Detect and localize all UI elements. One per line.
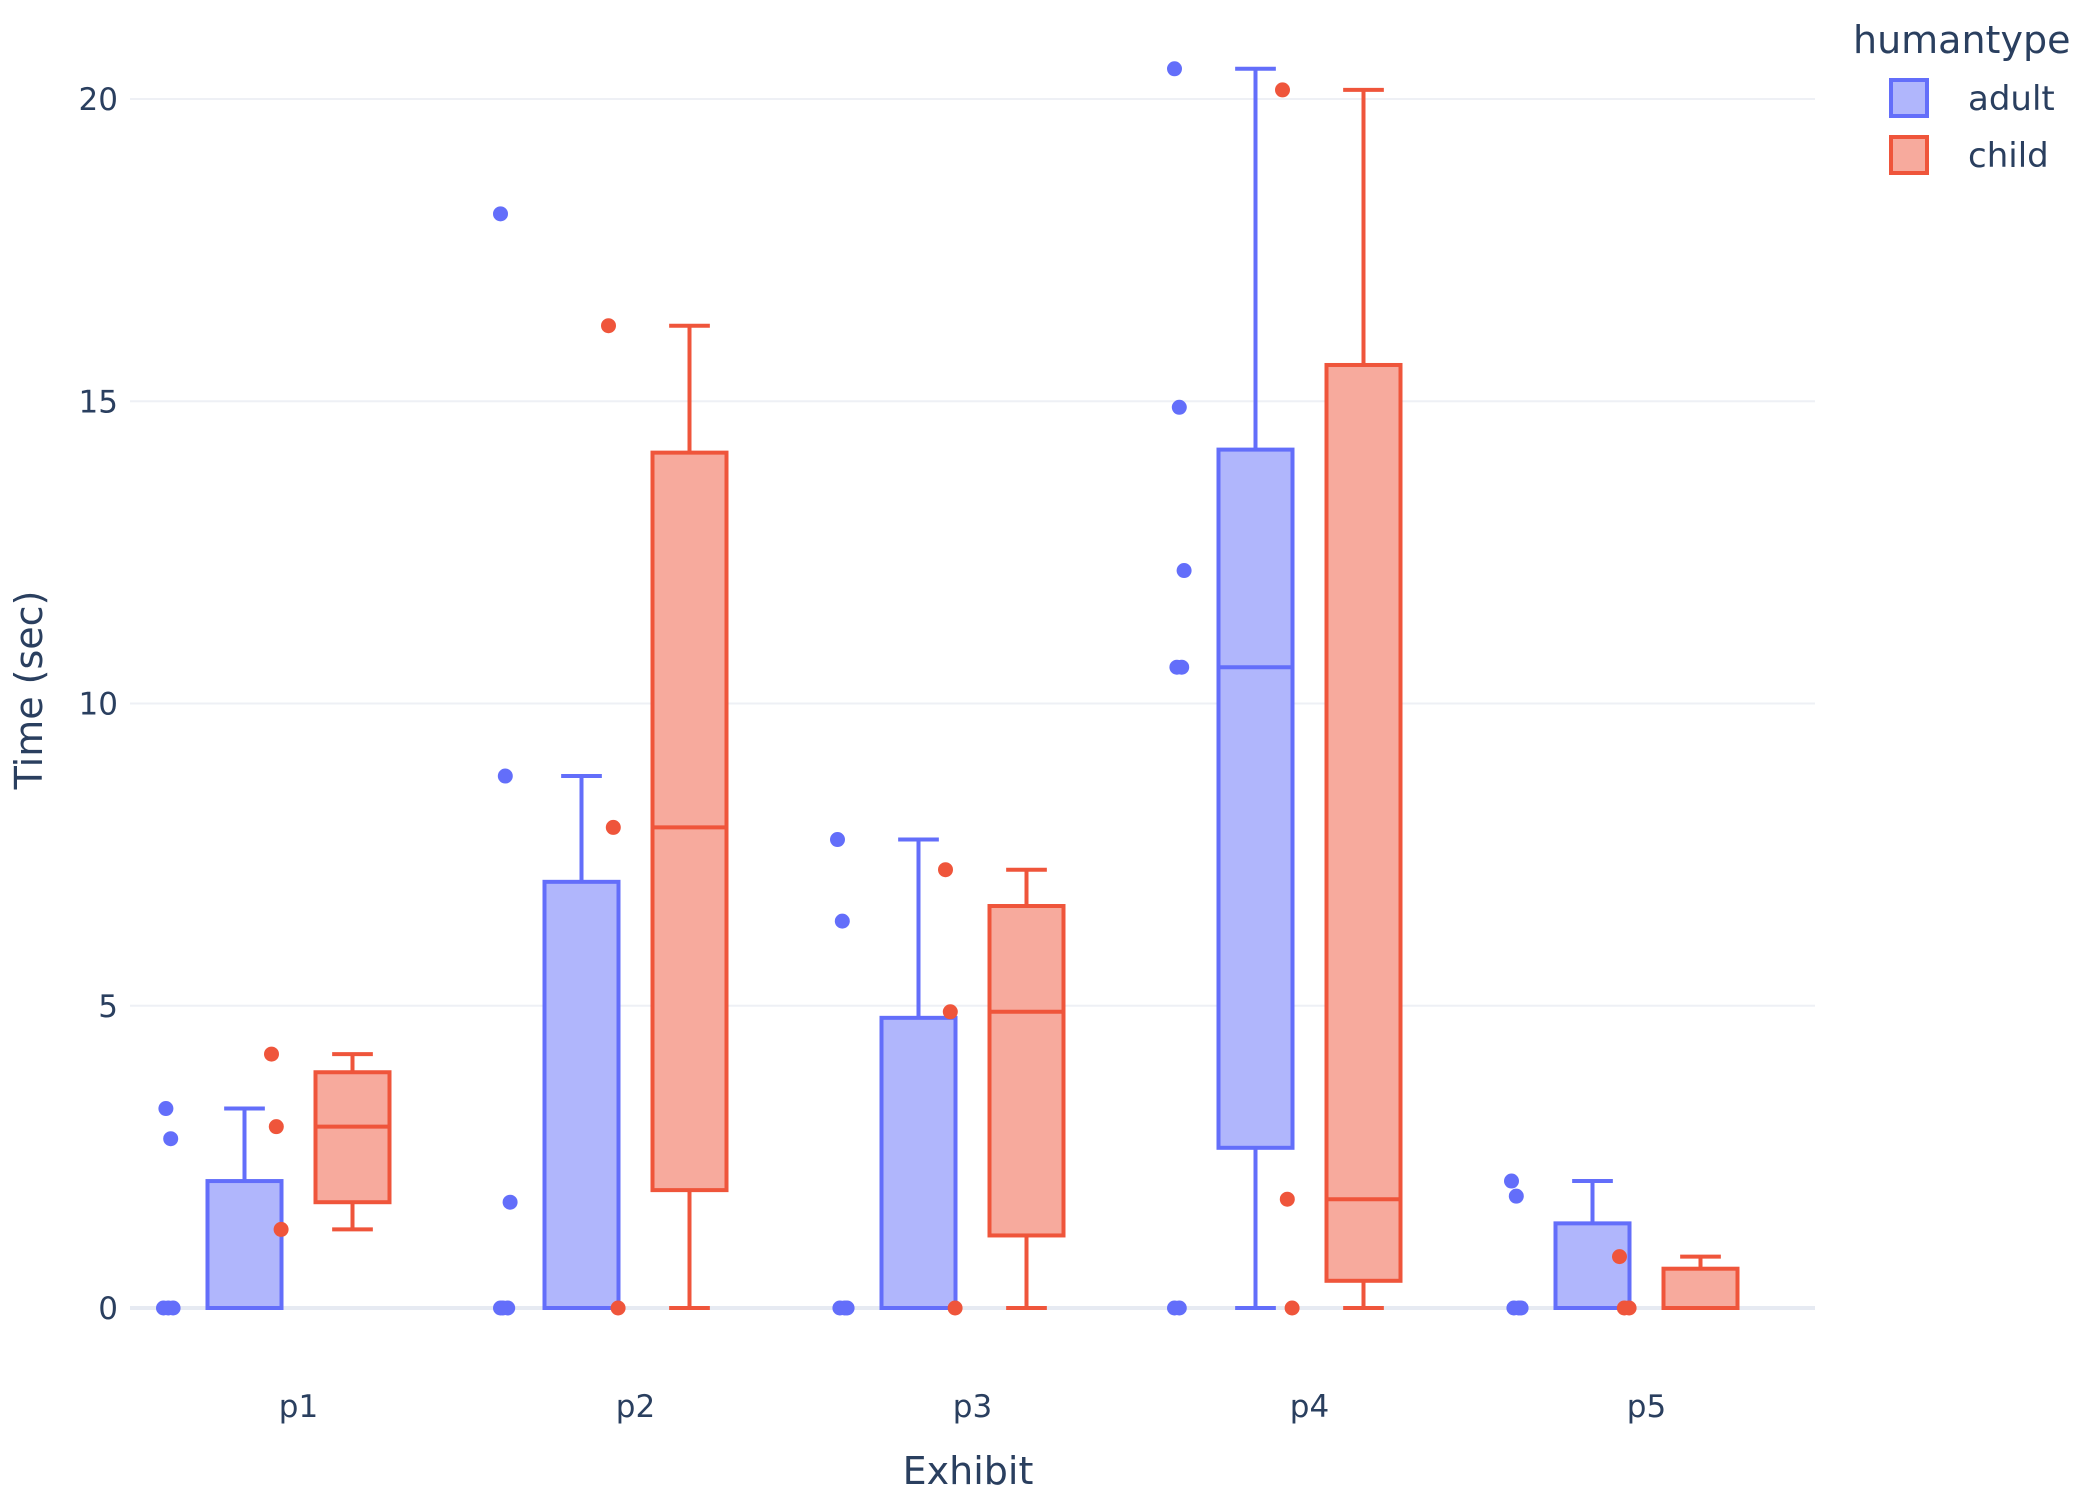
- x-tick-label: p4: [1290, 1389, 1329, 1425]
- legend-label-adult: adult: [1968, 79, 2055, 119]
- y-tick-label: 20: [79, 82, 118, 118]
- x-tick-label: p2: [616, 1389, 655, 1425]
- data-point: [158, 1101, 174, 1117]
- data-point: [1508, 1188, 1524, 1204]
- x-axis-ticks: p1 p2 p3 p4 p5: [279, 1389, 1666, 1425]
- data-point: [268, 1119, 284, 1135]
- data-point: [1284, 1300, 1300, 1316]
- data-point: [163, 1131, 179, 1147]
- data-point: [273, 1221, 289, 1237]
- data-point: [1275, 82, 1290, 98]
- legend-swatch-adult: [1889, 78, 1929, 118]
- y-tick-label: 0: [98, 1291, 118, 1327]
- data-point: [1511, 1300, 1527, 1316]
- data-point: [837, 1300, 853, 1316]
- data-point: [947, 1300, 963, 1316]
- y-gridlines: [130, 98, 1815, 1310]
- data-point: [493, 206, 508, 222]
- data-point: [502, 1194, 518, 1210]
- box-iqr: [1324, 362, 1403, 1283]
- series-child: [264, 82, 1740, 1316]
- data-point: [938, 862, 953, 878]
- y-axis-ticks: 0 5 10 15 20: [79, 82, 118, 1327]
- box-iqr: [1661, 1266, 1740, 1311]
- data-point: [1167, 61, 1182, 77]
- data-point: [1504, 1173, 1519, 1189]
- data-point: [497, 768, 513, 784]
- box-iqr: [205, 1179, 284, 1311]
- x-axis-title: Exhibit: [903, 1449, 1034, 1493]
- box-iqr: [1216, 447, 1295, 1150]
- box-iqr: [650, 450, 729, 1193]
- legend-label-child: child: [1968, 136, 2049, 176]
- y-tick-label: 5: [98, 989, 118, 1025]
- y-tick-label: 15: [79, 384, 118, 420]
- x-tick-label: p1: [279, 1389, 318, 1425]
- data-point: [493, 1300, 508, 1316]
- data-point: [1171, 1300, 1187, 1316]
- legend-swatch-child: [1889, 135, 1929, 175]
- data-point: [830, 832, 845, 848]
- data-point: [1612, 1249, 1627, 1265]
- legend-title: humantype: [1853, 18, 2070, 62]
- box-iqr: [1553, 1221, 1632, 1310]
- data-point: [834, 913, 850, 929]
- data-point: [1176, 563, 1192, 579]
- data-point: [942, 1004, 958, 1020]
- plot-area: [156, 61, 1740, 1316]
- data-point: [1174, 659, 1190, 675]
- data-point: [165, 1300, 181, 1316]
- x-tick-label: p5: [1627, 1389, 1666, 1425]
- data-point: [264, 1046, 279, 1062]
- legend: humantype adult child: [1853, 18, 2070, 176]
- data-point: [601, 318, 616, 334]
- data-point: [605, 819, 621, 835]
- series-adult: [156, 61, 1632, 1316]
- data-point: [1279, 1191, 1295, 1207]
- box-iqr: [542, 879, 621, 1310]
- x-tick-label: p3: [953, 1389, 992, 1425]
- box-iqr: [879, 1015, 958, 1311]
- y-tick-label: 10: [79, 687, 118, 723]
- data-point: [1621, 1300, 1637, 1316]
- y-axis-title: Time (sec): [7, 591, 51, 791]
- data-point: [610, 1300, 626, 1316]
- box-iqr: [313, 1070, 392, 1205]
- data-point: [1171, 399, 1187, 415]
- box-iqr: [987, 904, 1066, 1238]
